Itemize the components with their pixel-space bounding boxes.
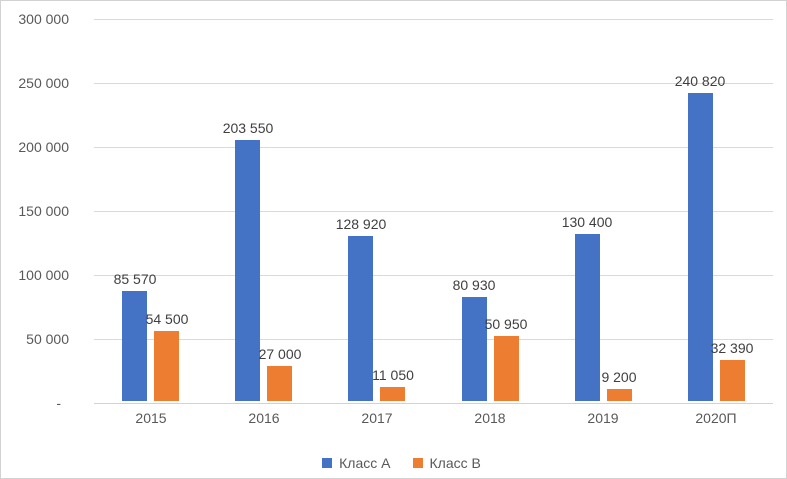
legend-label-a: Класс А: [339, 455, 391, 471]
bar-b-2018: [494, 336, 519, 401]
y-axis-tick-label: 50 000: [26, 331, 69, 347]
bar-a-2020П: [688, 93, 713, 401]
bar-label-b-2015: 54 500: [145, 311, 189, 327]
bar-a-2018: [462, 297, 487, 401]
bar-label-a-2016: 203 550: [222, 120, 274, 136]
x-axis-label-2019: 2019: [587, 410, 619, 426]
y-axis-tick-label: -: [56, 395, 61, 411]
y-axis-tick-label: 300 000: [18, 11, 69, 27]
bar-a-2016: [235, 140, 260, 401]
gridline: [94, 211, 773, 212]
x-axis-label-2018: 2018: [474, 410, 506, 426]
legend-item-a: Класс А: [322, 455, 391, 471]
bar-a-2019: [575, 234, 600, 401]
bar-label-a-2017: 128 920: [335, 216, 387, 232]
bar-b-2016: [267, 366, 292, 401]
bar-label-a-2020П: 240 820: [674, 73, 726, 89]
bar-a-2015: [122, 291, 147, 401]
bar-label-a-2015: 85 570: [113, 271, 157, 287]
legend: Класс А Класс В: [9, 453, 786, 473]
y-axis-tick-label: 150 000: [18, 203, 69, 219]
y-axis-tick-label: 100 000: [18, 267, 69, 283]
x-axis-label-2015: 2015: [135, 410, 167, 426]
bar-label-b-2019: 9 200: [601, 369, 637, 385]
gridline: [94, 275, 773, 276]
x-axis-label-2020П: 2020П: [695, 410, 737, 426]
bar-b-2017: [380, 387, 405, 401]
bar-label-b-2018: 50 950: [484, 316, 528, 332]
bar-label-b-2020П: 32 390: [710, 340, 754, 356]
bar-b-2019: [607, 389, 632, 401]
bar-label-b-2017: 11 050: [372, 367, 414, 383]
gridline: [94, 147, 773, 148]
bar-label-b-2016: 27 000: [258, 346, 302, 362]
bar-a-2017: [348, 236, 373, 401]
y-axis-tick-label: 250 000: [18, 75, 69, 91]
legend-label-b: Класс В: [429, 455, 481, 471]
gridline: [94, 403, 773, 404]
legend-swatch-a-icon: [322, 458, 333, 468]
gridline: [94, 19, 773, 20]
y-axis-tick-label: 200 000: [18, 139, 69, 155]
x-axis-label-2017: 2017: [361, 410, 393, 426]
bar-b-2020П: [720, 360, 745, 401]
bar-label-a-2019: 130 400: [561, 214, 613, 230]
bar-label-a-2018: 80 930: [452, 277, 496, 293]
bar-b-2015: [154, 331, 179, 401]
legend-item-b: Класс В: [412, 455, 481, 471]
gridline: [94, 339, 773, 340]
gridline: [94, 83, 773, 84]
legend-swatch-b-icon: [412, 458, 423, 468]
x-axis-label-2016: 2016: [248, 410, 280, 426]
